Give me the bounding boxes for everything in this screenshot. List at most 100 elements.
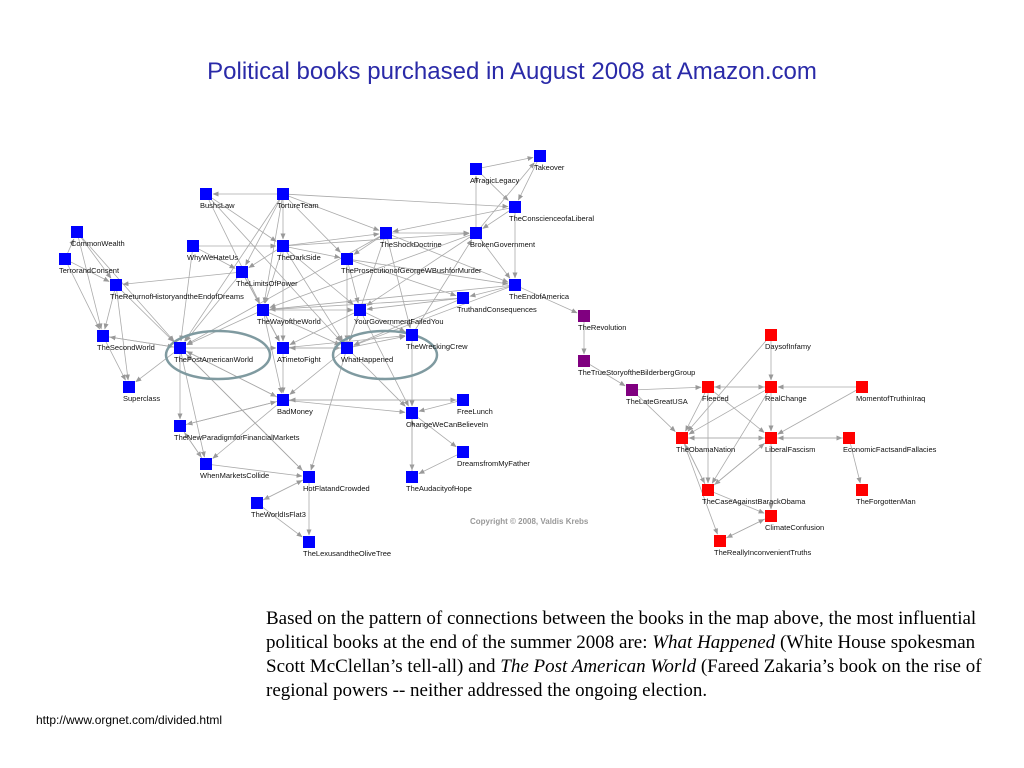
edge-TheShockDoctrine-TheWreckingCrew [387,238,412,329]
node-label: TheWayoftheWorld [257,317,321,326]
node-square [341,253,353,265]
node-EconomicFactsandFallacies: EconomicFactsandFallacies [843,432,937,454]
edge-BushsLaw-TheDarkSide [211,197,277,242]
node-label: Takeover [534,163,565,172]
node-BrokenGovernment: BrokenGovernment [470,227,536,249]
node-Fleeced: Fleeced [702,381,729,403]
edge-BushsLaw-WhatHappened [211,199,342,342]
edge-RealChange-TheObamaNation [688,390,766,435]
edge-TerrorandConsent-TheReturnofHistoryandtheEndofDreams [70,261,110,282]
edge-TortureTeam-ThePostAmericanWorld [184,199,280,342]
edge-TheReturnofHistoryandtheEndofDreams-Superclass [116,290,130,381]
edge-TortureTeam-TheWayoftheWorld [262,199,283,304]
node-square [123,381,135,393]
book-network-graph: Takeover ATragicLegacy BushsLaw TortureTeam… [59,150,937,558]
node-label: LiberalFascism [765,445,815,454]
node-square [578,355,590,367]
node-MomentofTruthinIraq: MomentofTruthinIraq [856,381,925,403]
node-TheLateGreatUSA: TheLateGreatUSA [626,384,688,406]
node-square [578,310,590,322]
node-TruthandConsequences: TruthandConsequences [457,292,537,314]
edge-TheEndofAmerica-WhatHappened [353,286,510,346]
edge-YourGovernmentFailedYou-ATimetoFight [289,312,355,345]
node-FreeLunch: FreeLunch [457,394,493,416]
edge-TheDarkSide-BrokenGovernment [288,231,470,246]
node-layer: Takeover ATragicLegacy BushsLaw TortureTeam… [59,150,937,558]
edge-WhenMarketsCollide-HotFlatandCrowded [211,464,303,478]
edge-BadMoney-ThePostAmericanWorld [186,351,278,398]
caption-part-1: Based on the pattern of connections betw… [266,608,977,653]
node-label: Superclass [123,394,160,403]
edge-TruthandConsequences-TheWayoftheWorld [269,297,458,312]
node-HotFlatandCrowded: HotFlatandCrowded [303,471,370,493]
edge-TheShockDoctrine-TheProsecutionofGeorgeWBushforMurder [353,236,381,255]
node-label: TheDarkSide [277,253,321,262]
edge-TerrorandConsent-CommonWealth [67,238,75,254]
edge-TheShockDoctrine-TheEndofAmerica [391,235,509,283]
edge-TheReturnofHistoryandtheEndofDreams-ThePostAmericanWorld [121,290,174,342]
edge-TheEndofAmerica-TheRevolution [520,287,578,314]
edge-WhatHappened-TheWreckingCrew [352,335,406,348]
edge-WhatHappened-ChangeWeCanBelieveIn [352,353,406,407]
node-label: TheWreckingCrew [406,342,468,351]
edge-TheDarkSide-TheWayoftheWorld [264,251,282,304]
node-square [702,484,714,496]
node-TheSecondWorld: TheSecondWorld [97,330,155,352]
edge-TheObamaNation-TheReallyInconvenientTruths [683,443,718,535]
node-DaysofInfamy: DaysofInfamy [765,329,811,351]
node-TheDarkSide: TheDarkSide [277,240,321,262]
node-square [406,407,418,419]
edge-ThePostAmericanWorld-TheSecondWorld [109,335,175,348]
edge-DreamsfromMyFather-TheAudacityofHope [418,454,458,474]
node-label: EconomicFactsandFallacies [843,445,937,454]
node-square [676,432,688,444]
node-label: TheEndofAmerica [509,292,570,301]
node-square [509,201,521,213]
edge-Fleeced-TheObamaNation [685,392,706,432]
node-square [856,381,868,393]
edge-Fleeced-LiberalFascism [713,391,765,433]
caption-text: Based on the pattern of connections betw… [266,607,996,703]
node-label: FreeLunch [457,407,493,416]
edge-TheReallyInconvenientTruths-ClimateConfusion [725,519,765,539]
edge-WhyWeHateUs-TheLimitsOfPower [198,248,236,269]
node-label: TruthandConsequences [457,305,537,314]
node-Superclass: Superclass [123,381,160,403]
edge-WhenMarketsCollide-TheNewParadigmforFinancialMarkets [184,432,203,459]
node-label: TheReallyInconvenientTruths [714,548,812,557]
edge-MomentofTruthinIraq-LiberalFascism [777,390,857,435]
edge-TheCaseAgainstBarackObama-TheObamaNation [685,444,706,485]
source-url[interactable]: http://www.orgnet.com/divided.html [36,713,223,727]
edge-TheWayoftheWorld-ThePostAmericanWorld [186,312,258,346]
node-square [277,394,289,406]
node-label: BadMoney [277,407,313,416]
node-LiberalFascism: LiberalFascism [765,432,815,454]
node-WhatHappened: WhatHappened [341,342,393,364]
node-label: ThePostAmericanWorld [174,355,253,364]
node-square [277,240,289,252]
edge-DaysofInfamy-TheObamaNation [687,340,767,432]
node-TheReturnofHistoryandtheEndofDreams: TheReturnofHistoryandtheEndofDreams [110,279,244,301]
node-square [174,420,186,432]
edge-TheProsecutionofGeorgeWBushforMurder-TheEndofAmerica [352,259,509,286]
edge-TheLimitsOfPower-TheReturnofHistoryandtheEndofDreams [122,272,237,287]
edge-CommonWealth-TheSecondWorld [78,237,103,330]
edge-TheWorldIsFlat3-HotFlatandCrowded [262,480,303,501]
node-label: RealChange [765,394,807,403]
node-TheLimitsOfPower: TheLimitsOfPower [236,266,298,288]
node-ATragicLegacy: ATragicLegacy [470,163,519,185]
edge-BrokenGovernment-Takeover [480,162,535,228]
node-square [856,484,868,496]
edge-ATragicLegacy-TheConscienceofaLiberal [481,174,509,201]
caption-book-2: The Post American World [500,656,697,677]
edge-TortureTeam-TheProsecutionofGeorgeWBushforMurder [288,199,341,253]
edge-TheProsecutionofGeorgeWBushforMurder-TruthandConsequences [352,260,457,297]
node-label: TheAudacityofHope [406,484,472,493]
node-label: TheTrueStoryoftheBilderbergGroup [578,368,695,377]
node-square [843,432,855,444]
edge-TheNewParadigmforFinancialMarkets-BadMoney [185,400,277,425]
edge-WhatHappened-HotFlatandCrowded [310,353,346,471]
node-TheTrueStoryoftheBilderbergGroup: TheTrueStoryoftheBilderbergGroup [578,355,695,377]
edge-TheDarkSide-YourGovernmentFailedYou [288,250,354,305]
node-square [626,384,638,396]
